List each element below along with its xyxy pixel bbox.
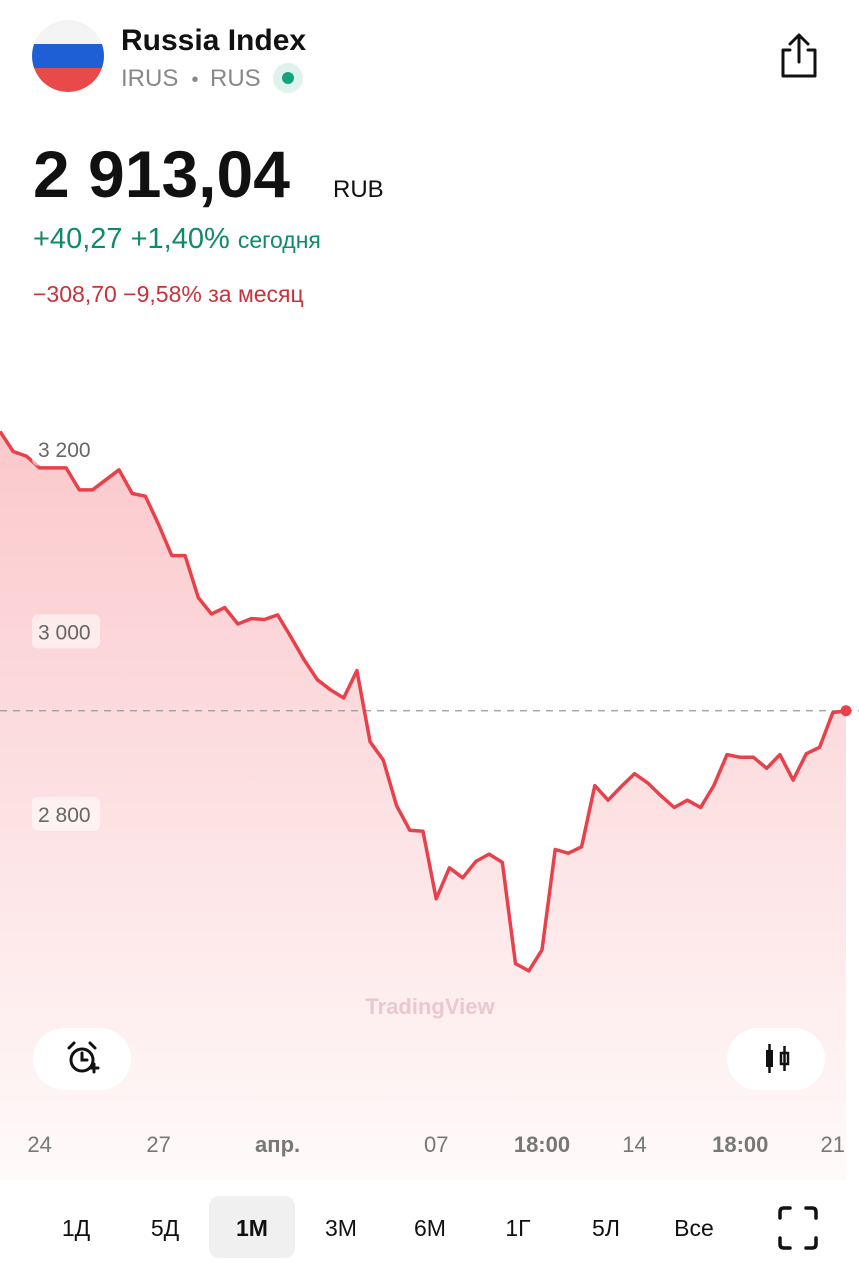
month-change-pct: −9,58%: [123, 281, 202, 307]
x-tick-label: 14: [622, 1132, 646, 1157]
day-change-value: +40,27: [33, 223, 123, 255]
range-selected-bg: [209, 1196, 295, 1258]
y-tick-label: 3 000: [38, 621, 91, 644]
y-tick-bg: [32, 431, 100, 466]
share-button[interactable]: [781, 33, 817, 78]
title: Russia Index: [121, 24, 306, 57]
x-tick-label: 18:00: [712, 1132, 768, 1157]
month-change: −308,70 −9,58% за месяц: [33, 281, 304, 307]
last-point: [840, 705, 852, 717]
range-option[interactable]: 3М: [325, 1215, 357, 1241]
range-bar: 1Д 5Д 1М 3М 6М 1Г 5Л Все: [62, 1196, 714, 1258]
price: 2 913,04: [33, 137, 290, 211]
currency: RUB: [333, 176, 384, 203]
y-tick-label: 3 200: [38, 439, 91, 462]
x-tick-label: 18:00: [514, 1132, 570, 1157]
x-tick-label: апр.: [255, 1132, 300, 1157]
day-change: +40,27 +1,40% сегодня: [33, 223, 321, 255]
day-change-pct: +1,40%: [131, 223, 230, 255]
status-dot: [282, 72, 294, 84]
range-option[interactable]: 5Д: [151, 1215, 180, 1241]
range-option[interactable]: Все: [674, 1215, 714, 1241]
flag: [32, 20, 104, 92]
range-option[interactable]: 1Г: [505, 1215, 531, 1241]
x-tick-label: 24: [27, 1132, 51, 1157]
ticker: IRUS: [121, 65, 178, 92]
separator: •: [191, 69, 198, 91]
alert-button[interactable]: [33, 1028, 131, 1090]
month-change-value: −308,70: [33, 281, 117, 307]
fullscreen-button[interactable]: [778, 1206, 818, 1250]
x-tick-label: 07: [424, 1132, 448, 1157]
watermark: TradingView: [365, 994, 495, 1019]
x-tick-label: 27: [146, 1132, 170, 1157]
range-option[interactable]: 1М: [236, 1215, 268, 1241]
area: [0, 431, 846, 1180]
chart: 2 800 3 000 3 200 24 27 апр. 07 18:00 14 18:00 21: [0, 430, 859, 1180]
range-option[interactable]: 1Д: [62, 1215, 91, 1241]
line: [0, 430, 847, 973]
chart-type-button[interactable]: [727, 1028, 825, 1090]
range-option[interactable]: 6М: [414, 1215, 446, 1241]
x-tick-label: 21: [821, 1132, 845, 1157]
y-tick-bg: [32, 796, 100, 831]
y-tick-bg: [32, 614, 100, 649]
exchange: RUS: [210, 65, 261, 92]
range-option[interactable]: 5Л: [592, 1215, 620, 1241]
day-label: сегодня: [238, 227, 321, 253]
month-label: за месяц: [208, 281, 303, 307]
y-tick-label: 2 800: [38, 804, 91, 827]
